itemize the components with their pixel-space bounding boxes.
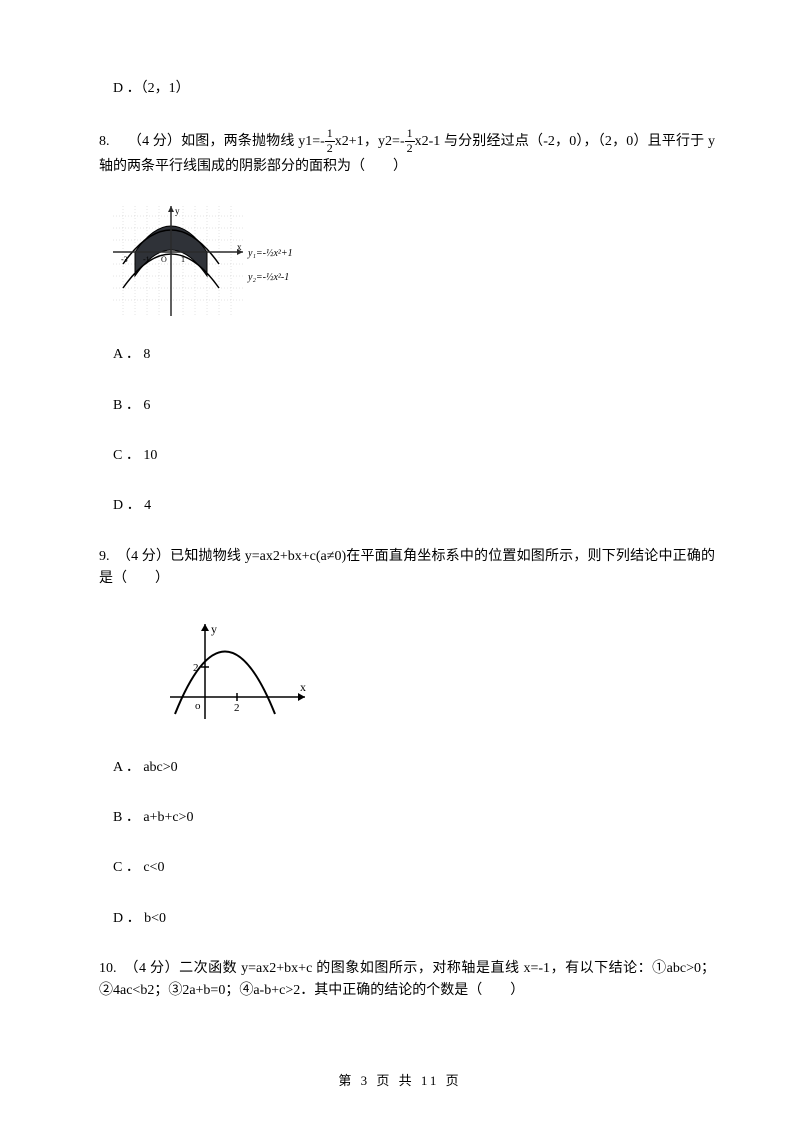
svg-text:2: 2 — [193, 662, 199, 674]
svg-text:x: x — [300, 680, 306, 694]
svg-text:2: 2 — [234, 702, 240, 714]
q8-stem: 8. （4 分）如图，两条抛物线 y1=-12x2+1，y2=-12x2-1 与… — [85, 128, 715, 178]
q10-points: （4 分） — [125, 961, 180, 976]
page-current: 第 3 页 — [338, 1073, 392, 1088]
svg-text:x: x — [237, 242, 242, 252]
svg-text:o: o — [195, 700, 201, 712]
svg-text:y: y — [211, 622, 217, 636]
q8-option-c: C ． 10 — [85, 445, 715, 467]
q8-points: （4 分） — [128, 134, 181, 149]
q8-option-a: A ． 8 — [85, 344, 715, 366]
q10-stem: 10. （4 分）二次函数 y=ax2+bx+c 的图象如图所示，对称轴是直线 … — [85, 958, 715, 1003]
q8-frac1: 12 — [325, 127, 335, 154]
q9-figure: 2 2 o x y — [155, 619, 715, 729]
q8-figure: -3 -1 O 1 x y y₁=-½x²+1 y₂=-½x²-1 — [113, 206, 715, 316]
q8-frac2: 12 — [405, 127, 415, 154]
svg-text:-1: -1 — [143, 255, 150, 264]
q9-text: 已知抛物线 y=ax2+bx+c(a≠0)在平面直角坐标系中的位置如图所示，则下… — [99, 549, 715, 586]
q9-points: （4 分） — [117, 549, 170, 564]
svg-text:y₁=-½x²+1: y₁=-½x²+1 — [247, 248, 293, 259]
q7-option-d: D ．（2，1） — [85, 78, 715, 100]
svg-text:y₂=-½x²-1: y₂=-½x²-1 — [247, 272, 289, 283]
q9-option-d: D ． b<0 — [85, 908, 715, 930]
svg-text:-3: -3 — [121, 255, 128, 264]
svg-text:O: O — [161, 255, 167, 264]
q8-text1: 如图，两条抛物线 y1= — [181, 134, 320, 149]
q8-option-d: D ． 4 — [85, 495, 715, 517]
q9-option-b: B ． a+b+c>0 — [85, 807, 715, 829]
q8-text2: x2+1，y2= — [335, 134, 400, 149]
page-total: 共 11 页 — [399, 1073, 462, 1088]
q9-option-a: A ． abc>0 — [85, 757, 715, 779]
q10-text: 二次函数 y=ax2+bx+c 的图象如图所示，对称轴是直线 x=-1，有以下结… — [99, 961, 715, 998]
q8-number: 8. — [99, 134, 110, 149]
q9-stem: 9. （4 分）已知抛物线 y=ax2+bx+c(a≠0)在平面直角坐标系中的位… — [85, 546, 715, 591]
q8-svg: -3 -1 O 1 x y y₁=-½x²+1 y₂=-½x²-1 — [113, 206, 313, 316]
q9-option-c: C ． c<0 — [85, 857, 715, 879]
svg-text:1: 1 — [181, 255, 185, 264]
svg-text:y: y — [175, 206, 180, 216]
q9-number: 9. — [99, 549, 110, 564]
q8-option-b: B ． 6 — [85, 395, 715, 417]
page-footer: 第 3 页 共 11 页 — [0, 1071, 800, 1092]
q9-svg: 2 2 o x y — [155, 619, 315, 729]
q10-number: 10. — [99, 961, 117, 976]
